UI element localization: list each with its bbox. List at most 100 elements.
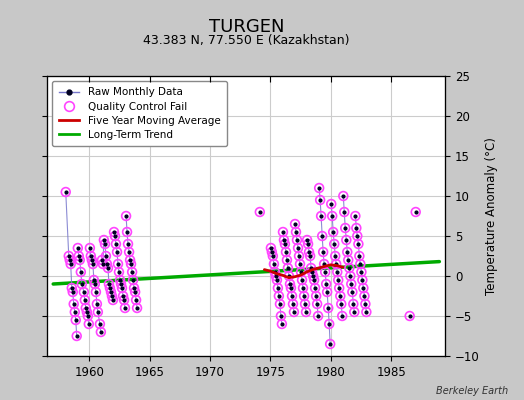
- Point: [411, 209, 420, 215]
- Point: [283, 265, 292, 271]
- Point: [133, 305, 141, 311]
- Point: [277, 313, 285, 319]
- Point: [279, 229, 287, 235]
- Point: [361, 301, 369, 307]
- Point: [108, 293, 116, 299]
- Point: [268, 249, 276, 255]
- Point: [362, 309, 370, 315]
- Point: [360, 293, 368, 299]
- Point: [293, 237, 301, 243]
- Point: [111, 233, 119, 239]
- Point: [106, 285, 114, 291]
- Point: [285, 273, 293, 279]
- Point: [274, 285, 282, 291]
- Legend: Raw Monthly Data, Quality Control Fail, Five Year Moving Average, Long-Term Tren: Raw Monthly Data, Quality Control Fail, …: [52, 81, 227, 146]
- Point: [289, 301, 297, 307]
- Point: [337, 301, 345, 307]
- Point: [355, 253, 364, 259]
- Point: [328, 213, 336, 219]
- Point: [109, 297, 117, 303]
- Point: [343, 249, 352, 255]
- Point: [290, 309, 298, 315]
- Point: [126, 257, 134, 263]
- Point: [99, 261, 107, 267]
- Point: [319, 249, 328, 255]
- Point: [290, 309, 298, 315]
- Point: [119, 293, 127, 299]
- Point: [75, 257, 84, 263]
- Point: [68, 285, 76, 291]
- Point: [80, 289, 88, 295]
- Point: [299, 285, 307, 291]
- Point: [276, 301, 284, 307]
- Text: 43.383 N, 77.550 E (Kazakhstan): 43.383 N, 77.550 E (Kazakhstan): [143, 34, 350, 47]
- Point: [349, 301, 357, 307]
- Point: [292, 229, 300, 235]
- Point: [346, 273, 355, 279]
- Point: [101, 241, 109, 247]
- Point: [358, 277, 367, 283]
- Point: [337, 301, 345, 307]
- Point: [302, 309, 310, 315]
- Point: [88, 257, 96, 263]
- Point: [301, 301, 309, 307]
- Point: [78, 281, 86, 287]
- Point: [61, 189, 70, 195]
- Point: [276, 301, 284, 307]
- Point: [304, 241, 312, 247]
- Point: [332, 261, 341, 267]
- Point: [74, 253, 83, 259]
- Point: [74, 253, 83, 259]
- Point: [318, 233, 326, 239]
- Point: [322, 281, 330, 287]
- Point: [111, 233, 119, 239]
- Point: [308, 269, 316, 275]
- Point: [353, 233, 362, 239]
- Point: [316, 197, 324, 203]
- Point: [124, 241, 132, 247]
- Point: [283, 265, 292, 271]
- Point: [333, 269, 342, 275]
- Point: [99, 261, 107, 267]
- Point: [315, 185, 323, 191]
- Point: [122, 213, 130, 219]
- Point: [124, 241, 132, 247]
- Point: [314, 313, 322, 319]
- Point: [271, 273, 280, 279]
- Point: [357, 269, 366, 275]
- Point: [280, 237, 288, 243]
- Point: [106, 285, 114, 291]
- Point: [268, 249, 276, 255]
- Point: [130, 285, 138, 291]
- Point: [343, 249, 352, 255]
- Point: [347, 281, 355, 287]
- Point: [358, 277, 367, 283]
- Point: [323, 289, 331, 295]
- Point: [325, 321, 333, 327]
- Point: [98, 257, 106, 263]
- Point: [86, 253, 95, 259]
- Point: [96, 321, 104, 327]
- Point: [350, 309, 358, 315]
- Point: [315, 185, 323, 191]
- Point: [279, 229, 287, 235]
- Point: [349, 301, 357, 307]
- Point: [103, 261, 111, 267]
- Point: [347, 281, 355, 287]
- Point: [126, 257, 134, 263]
- Point: [333, 269, 342, 275]
- Point: [350, 309, 358, 315]
- Point: [345, 265, 354, 271]
- Point: [117, 281, 125, 287]
- Point: [303, 237, 311, 243]
- Point: [326, 341, 334, 347]
- Point: [352, 225, 361, 231]
- Point: [331, 253, 340, 259]
- Point: [295, 253, 303, 259]
- Point: [340, 209, 348, 215]
- Point: [406, 313, 414, 319]
- Point: [342, 237, 351, 243]
- Point: [72, 333, 81, 339]
- Point: [352, 225, 361, 231]
- Point: [361, 301, 369, 307]
